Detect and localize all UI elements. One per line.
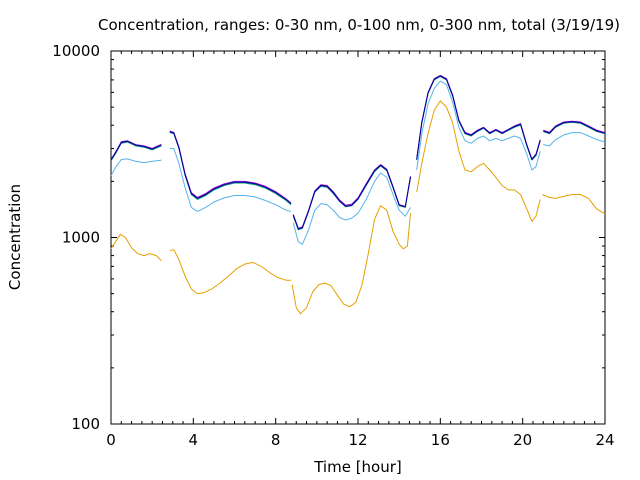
series-3-line [169,132,292,206]
series-1-line [291,205,411,315]
x-tick-label: 0 [106,431,116,449]
x-tick-label: 12 [348,431,367,449]
series-2-line [169,148,292,212]
y-axis-label: Concentration [6,184,24,290]
x-tick-label: 16 [431,431,450,449]
x-tick-label: 20 [513,431,532,449]
series-5-line [169,131,292,204]
series-3-line [416,76,541,161]
series-5-line [110,140,162,161]
series-4-line [292,164,411,229]
series-1-line [110,233,162,262]
axis-ticks: 0 4 8 12 16 20 24 100 1000 10000 [52,42,614,449]
series-2-line [543,132,606,147]
series-5-line [292,164,411,230]
chart-title: Concentration, ranges: 0-30 nm, 0-100 nm… [98,16,620,34]
series-1-line [169,249,292,295]
series-2-line [416,80,541,171]
series-3-line [543,121,606,135]
series-2-line [292,172,411,245]
y-tick-label: 1000 [62,229,100,247]
plot-frame [110,50,606,425]
x-tick-label: 24 [595,431,614,449]
y-tick-label: 100 [71,415,100,433]
x-axis-label: Time [hour] [313,458,402,476]
series-2-line [110,158,162,176]
series-4-line [110,140,162,160]
series-5-line [543,121,606,134]
series-3-line [292,165,411,231]
series-1-line [416,100,541,222]
y-tick-label: 10000 [52,42,100,60]
x-tick-label: 4 [189,431,199,449]
series-group [110,74,606,315]
series-1-line [542,194,606,215]
series-5-line [416,75,541,160]
x-tick-label: 8 [271,431,281,449]
